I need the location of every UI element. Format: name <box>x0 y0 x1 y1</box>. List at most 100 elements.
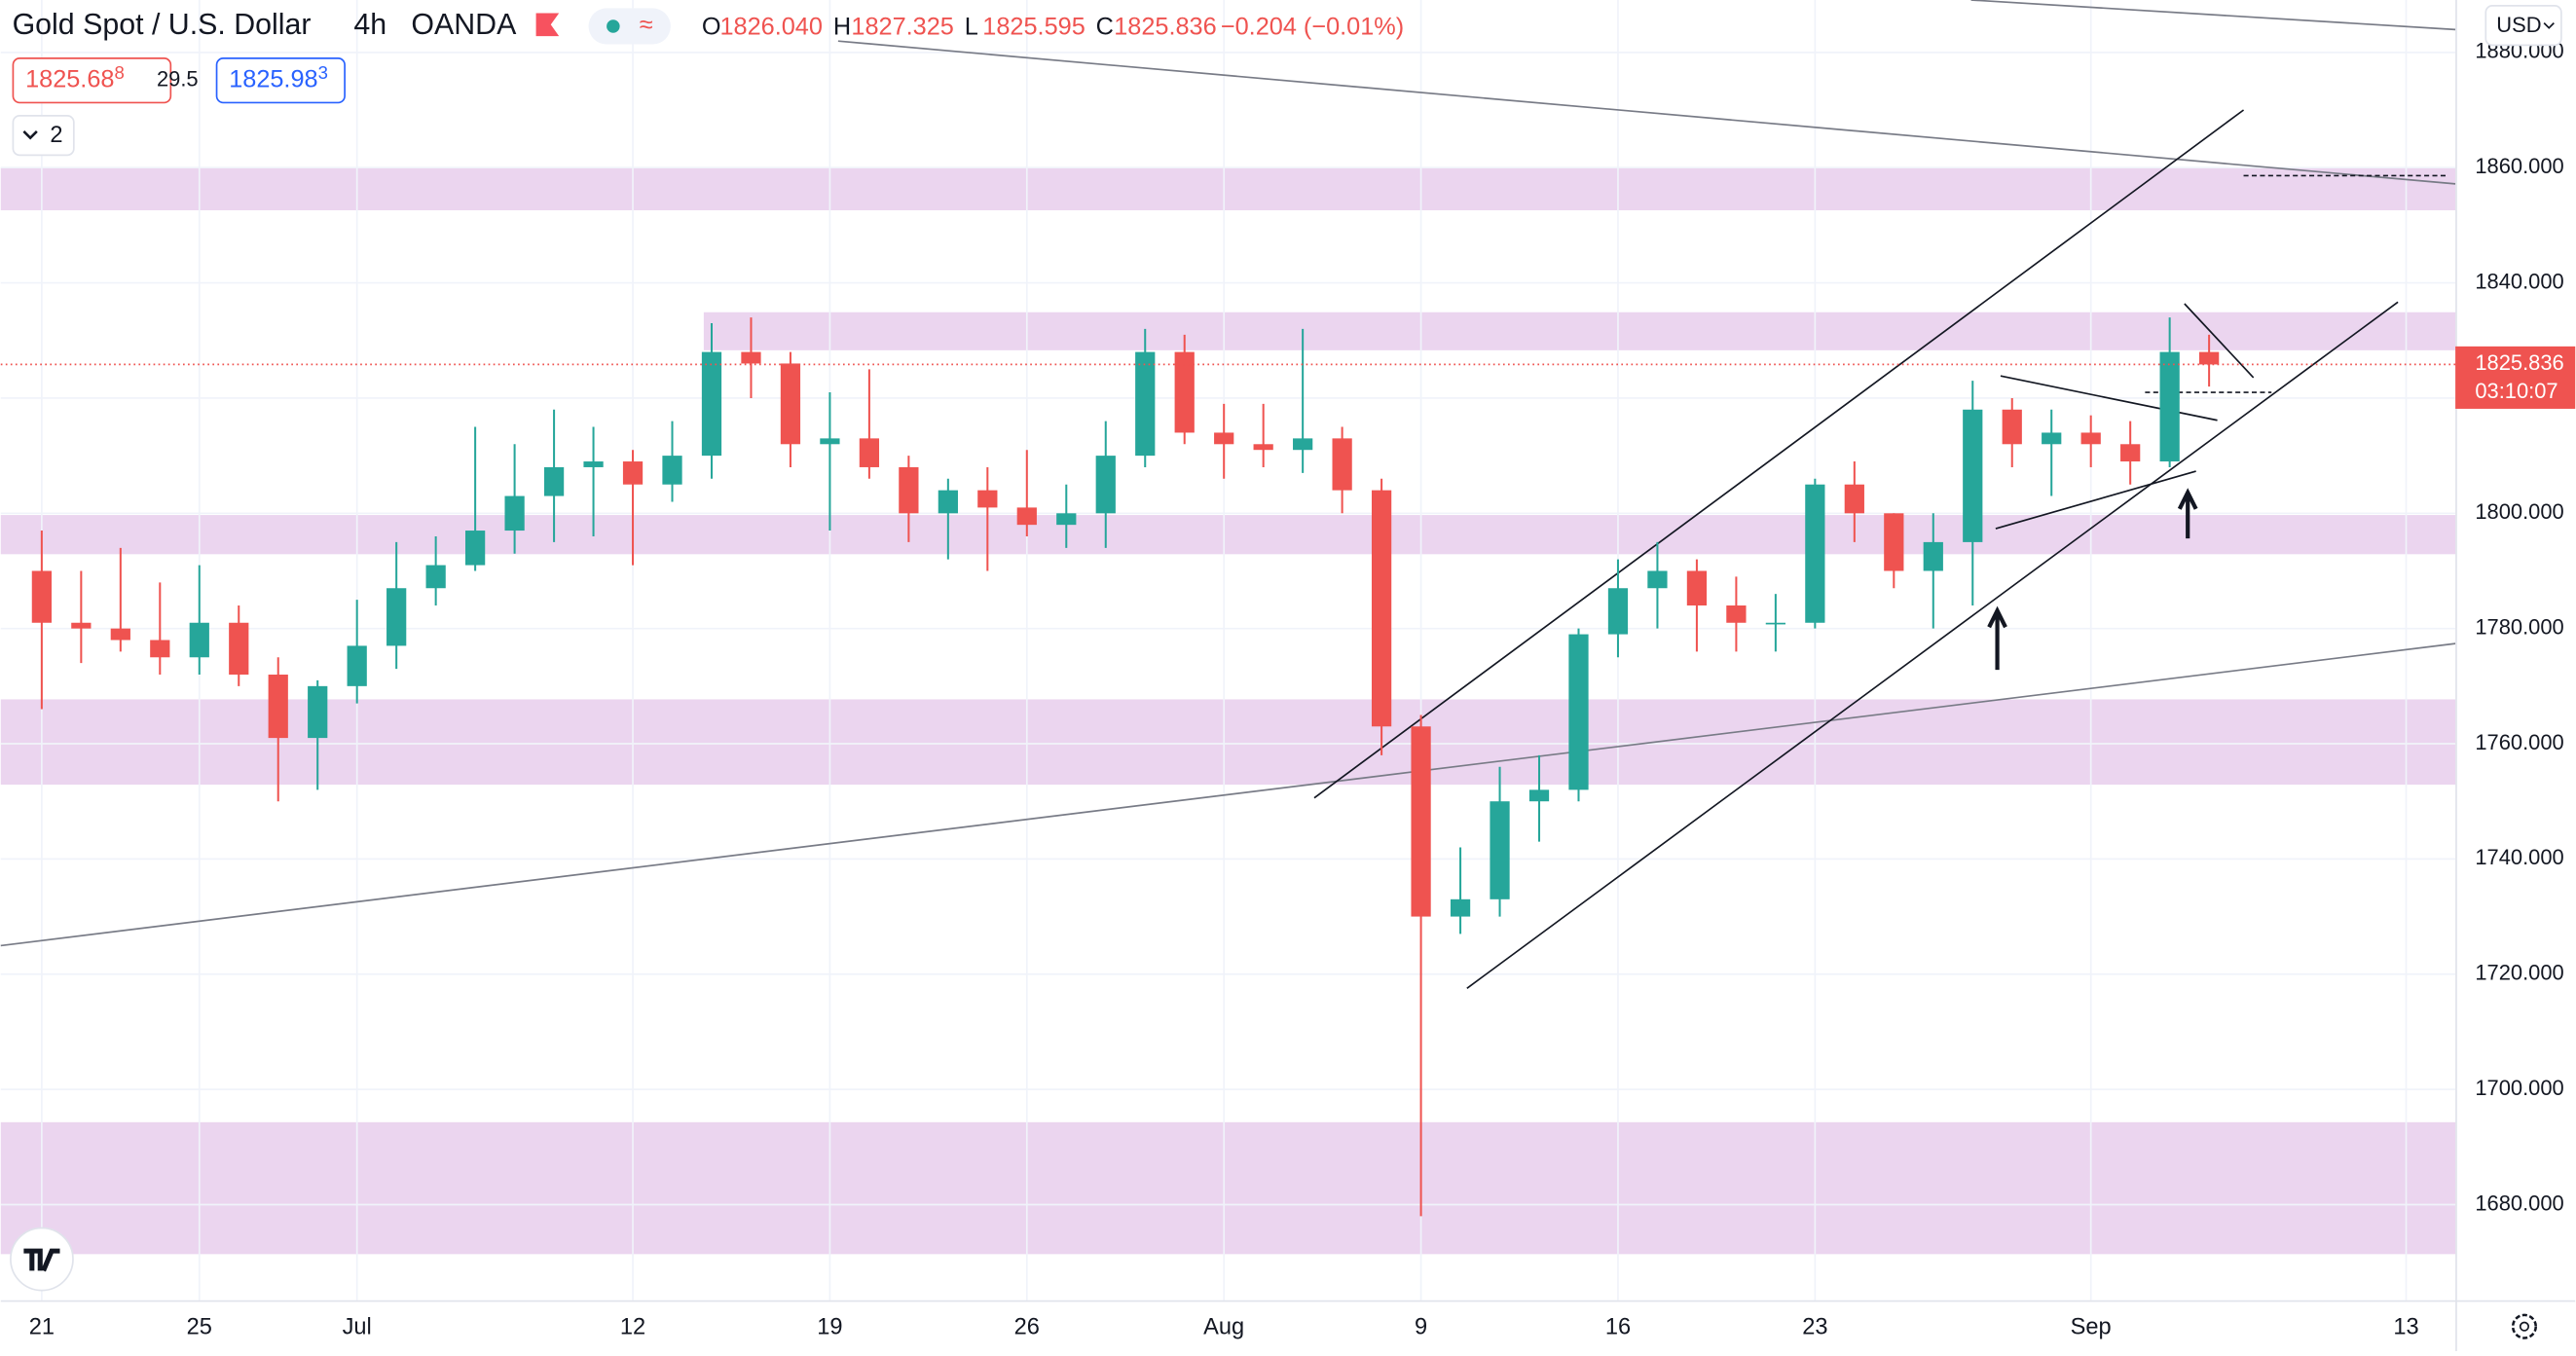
buy-main: 1825.98 <box>229 65 317 92</box>
zone <box>0 167 2456 211</box>
candle-body <box>504 495 525 531</box>
x-tick-label: 19 <box>817 1315 842 1340</box>
candle-body <box>1095 456 1116 514</box>
candle-body <box>2120 444 2141 462</box>
flag-icon[interactable] <box>535 13 560 37</box>
ohlc-key: C <box>1096 13 1114 40</box>
exchange: OANDA <box>411 9 517 41</box>
ohlc-value: 1825.836 <box>1114 13 1216 40</box>
candle-body <box>820 438 840 445</box>
candle-body <box>662 456 682 485</box>
candle-body <box>1765 622 1785 625</box>
indicator-toggle[interactable] <box>12 115 75 157</box>
status-wave: ≈ <box>640 12 653 39</box>
trend-line <box>1970 0 2456 31</box>
channel-line <box>1313 109 2245 799</box>
candle-body <box>859 438 880 467</box>
ohlc-value: 1825.595 <box>982 13 1085 40</box>
candle-body <box>1963 409 1983 542</box>
zone <box>0 515 2456 555</box>
ohlc-key: O <box>702 13 721 40</box>
trend-line <box>2184 303 2255 379</box>
candle-body <box>229 622 249 676</box>
sell-small: 8 <box>114 62 124 83</box>
zone <box>0 699 2456 786</box>
candle-body <box>977 490 998 508</box>
buy-button[interactable] <box>215 57 346 104</box>
candle-body <box>1056 513 1077 526</box>
sell-button[interactable] <box>12 57 172 104</box>
ohlc-key: L <box>965 13 978 40</box>
symbol[interactable]: Gold Spot / U.S. Dollar <box>13 9 312 41</box>
candle-body <box>2002 409 2022 445</box>
x-tick-label: 21 <box>29 1315 55 1340</box>
interval[interactable]: 4h <box>353 9 386 41</box>
x-tick-label: 13 <box>2393 1315 2418 1340</box>
x-tick-label: 26 <box>1014 1315 1040 1340</box>
candle-body <box>1686 570 1708 605</box>
candle-body <box>2080 432 2101 445</box>
x-tick-label: Sep <box>2071 1315 2112 1340</box>
x-tick-label: 12 <box>620 1315 645 1340</box>
x-tick-label: Aug <box>1203 1315 1244 1340</box>
candle-body <box>1371 490 1392 727</box>
x-tick-label: 16 <box>1605 1315 1631 1340</box>
change: −0.204 (−0.01%) <box>1221 13 1404 40</box>
sell-price: 1825.688 <box>25 62 125 93</box>
buy-price: 1825.983 <box>229 62 328 93</box>
y-tick-label: 1740.000 <box>2475 845 2563 869</box>
ohlc-key: H <box>833 13 851 40</box>
candle-body <box>1253 444 1273 451</box>
countdown: 03:10:07 <box>2475 379 2558 403</box>
candle-body <box>1174 351 1195 433</box>
candle-body <box>1923 541 1943 571</box>
candle-body <box>1490 801 1510 899</box>
channel-line <box>1466 301 2399 989</box>
candle-body <box>1607 588 1629 635</box>
settings-icon-center <box>2519 1321 2530 1332</box>
candle-body <box>1884 513 1904 571</box>
settings-icon[interactable] <box>2511 1313 2538 1339</box>
y-tick-label: 1760.000 <box>2475 730 2563 754</box>
x-tick-label: 9 <box>1415 1315 1427 1340</box>
arrow <box>1987 605 2007 671</box>
candle-body <box>110 628 130 641</box>
ohlc-value: 1826.040 <box>719 13 822 40</box>
candle-body <box>2159 351 2180 462</box>
candle-body <box>1805 484 1825 623</box>
arrow <box>2177 488 2198 539</box>
candle-body <box>780 363 801 445</box>
chevron <box>2543 22 2555 29</box>
candle-body <box>741 351 761 364</box>
zone <box>0 1121 2456 1255</box>
x-tick-label: 23 <box>1802 1315 1827 1340</box>
trend-line <box>837 40 2456 185</box>
y-tick-label: 1840.000 <box>2475 269 2563 293</box>
candle-body <box>1726 605 1747 623</box>
sell-main: 1825.68 <box>25 65 114 92</box>
candle-body <box>1528 789 1550 802</box>
status-pill[interactable] <box>588 8 671 45</box>
candle-body <box>308 685 328 739</box>
candle-body <box>1568 634 1589 790</box>
candle-body <box>543 466 565 496</box>
candle-body <box>71 622 92 629</box>
x-tick-label: 25 <box>187 1315 212 1340</box>
candle-body <box>622 461 644 485</box>
status-dot <box>607 19 620 33</box>
currency-button[interactable] <box>2484 5 2562 47</box>
candle-body <box>583 461 604 467</box>
candle-body <box>1332 438 1352 491</box>
y-tick-label: 1860.000 <box>2475 154 2563 178</box>
candle-body <box>31 570 52 623</box>
indicator-count: 2 <box>50 123 62 148</box>
candle-body <box>1411 726 1431 917</box>
trend-line <box>1995 470 2196 530</box>
candle-body <box>425 565 446 589</box>
ohlc-value: 1827.325 <box>851 13 953 40</box>
logo-mark <box>23 1248 60 1272</box>
candle-body <box>2199 351 2220 365</box>
candle-body <box>465 531 486 566</box>
